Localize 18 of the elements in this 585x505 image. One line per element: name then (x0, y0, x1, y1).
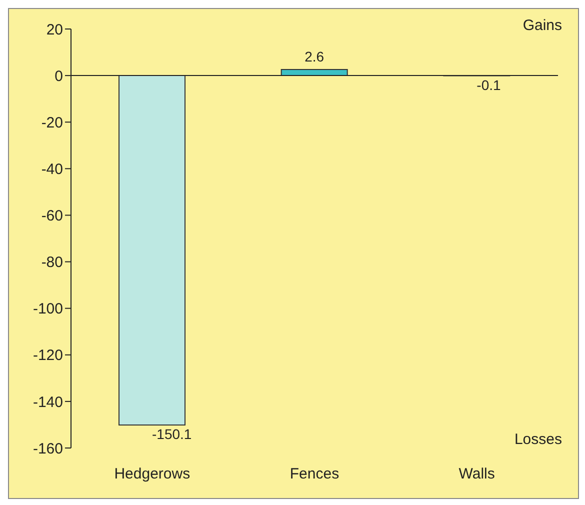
data-label: -0.1 (476, 76, 502, 93)
y-tick-label: -20 (41, 114, 63, 132)
y-tick-label: -160 (32, 440, 63, 458)
y-tick-label: -140 (32, 394, 63, 411)
x-tick-label: Hedgerows (114, 466, 190, 483)
annotation: Losses (514, 431, 562, 448)
data-label: 2.6 (304, 48, 324, 65)
y-tick-label: -80 (41, 254, 63, 272)
y-tick-label: -60 (41, 208, 63, 225)
y-tick-label: 20 (46, 21, 63, 38)
y-tick-label: -120 (32, 347, 63, 364)
annotation: Gains (522, 17, 562, 34)
data-label: -150.1 (152, 426, 192, 442)
y-tick-label: -100 (32, 300, 63, 318)
y-tick-label: 0 (54, 68, 63, 85)
x-tick-label: Fences (290, 466, 340, 483)
y-tick-label: -40 (41, 160, 63, 178)
x-tick-label: Walls (458, 466, 495, 483)
